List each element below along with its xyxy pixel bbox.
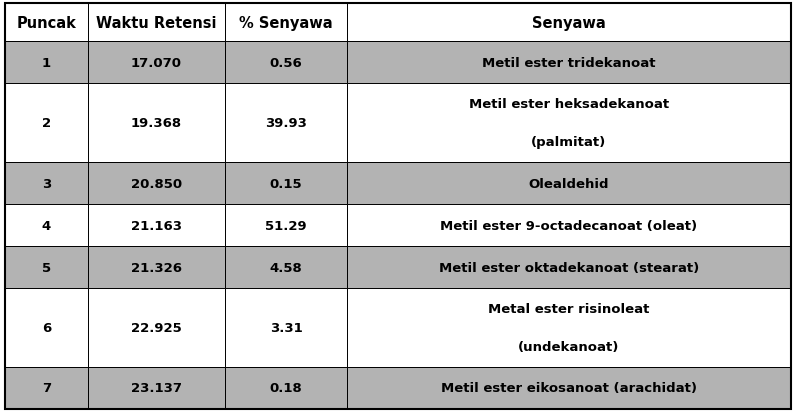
Text: 4: 4 [41, 219, 51, 232]
Bar [5, 247, 88, 289]
Text: 5: 5 [41, 261, 51, 274]
Text: Olealdehid: Olealdehid [529, 177, 609, 190]
Bar [225, 163, 347, 204]
Bar [347, 247, 791, 289]
Text: 4.58: 4.58 [270, 261, 302, 274]
Text: Metil ester heksadekanoat

(palmitat): Metil ester heksadekanoat (palmitat) [469, 98, 669, 149]
Text: 21.326: 21.326 [131, 261, 181, 274]
Text: 7: 7 [41, 382, 51, 394]
Bar [347, 163, 791, 204]
Bar [5, 367, 88, 409]
Text: 0.18: 0.18 [270, 382, 302, 394]
Text: 39.93: 39.93 [265, 117, 307, 130]
Text: 3: 3 [41, 177, 51, 190]
Bar [88, 204, 225, 247]
Text: 21.163: 21.163 [131, 219, 181, 232]
Text: 23.137: 23.137 [131, 382, 181, 394]
Bar [5, 84, 88, 163]
Bar [88, 163, 225, 204]
Text: Metal ester risinoleat

(undekanoat): Metal ester risinoleat (undekanoat) [488, 302, 650, 353]
Text: Metil ester 9-octadecanoat (oleat): Metil ester 9-octadecanoat (oleat) [440, 219, 697, 232]
Bar [225, 289, 347, 367]
Bar [88, 289, 225, 367]
Bar [5, 163, 88, 204]
Text: Waktu Retensi: Waktu Retensi [96, 16, 217, 31]
Bar [225, 367, 347, 409]
Text: Metil ester tridekanoat: Metil ester tridekanoat [482, 57, 656, 70]
Text: 51.29: 51.29 [265, 219, 306, 232]
Bar [88, 42, 225, 84]
Bar [347, 84, 791, 163]
Bar [225, 204, 347, 247]
Bar [5, 289, 88, 367]
Bar [88, 84, 225, 163]
Bar [347, 204, 791, 247]
Bar [88, 4, 225, 42]
Bar [5, 42, 88, 84]
Bar [88, 367, 225, 409]
Text: Senyawa: Senyawa [532, 16, 606, 31]
Text: Metil ester oktadekanoat (stearat): Metil ester oktadekanoat (stearat) [439, 261, 699, 274]
Bar [347, 367, 791, 409]
Bar [347, 289, 791, 367]
Text: 0.56: 0.56 [270, 57, 302, 70]
Text: 17.070: 17.070 [131, 57, 181, 70]
Text: 1: 1 [41, 57, 51, 70]
Text: 19.368: 19.368 [131, 117, 181, 130]
Bar [88, 247, 225, 289]
Text: 22.925: 22.925 [131, 321, 181, 334]
Bar [5, 4, 88, 42]
Text: 2: 2 [41, 117, 51, 130]
Bar [347, 4, 791, 42]
Text: 20.850: 20.850 [131, 177, 181, 190]
Bar [347, 42, 791, 84]
Text: Puncak: Puncak [17, 16, 76, 31]
Text: 3.31: 3.31 [270, 321, 302, 334]
Bar [225, 247, 347, 289]
Bar [225, 42, 347, 84]
Text: 0.15: 0.15 [270, 177, 302, 190]
Bar [225, 84, 347, 163]
Bar [225, 4, 347, 42]
Text: % Senyawa: % Senyawa [239, 16, 333, 31]
Bar [5, 204, 88, 247]
Text: Metil ester eikosanoat (arachidat): Metil ester eikosanoat (arachidat) [441, 382, 697, 394]
Text: 6: 6 [41, 321, 51, 334]
